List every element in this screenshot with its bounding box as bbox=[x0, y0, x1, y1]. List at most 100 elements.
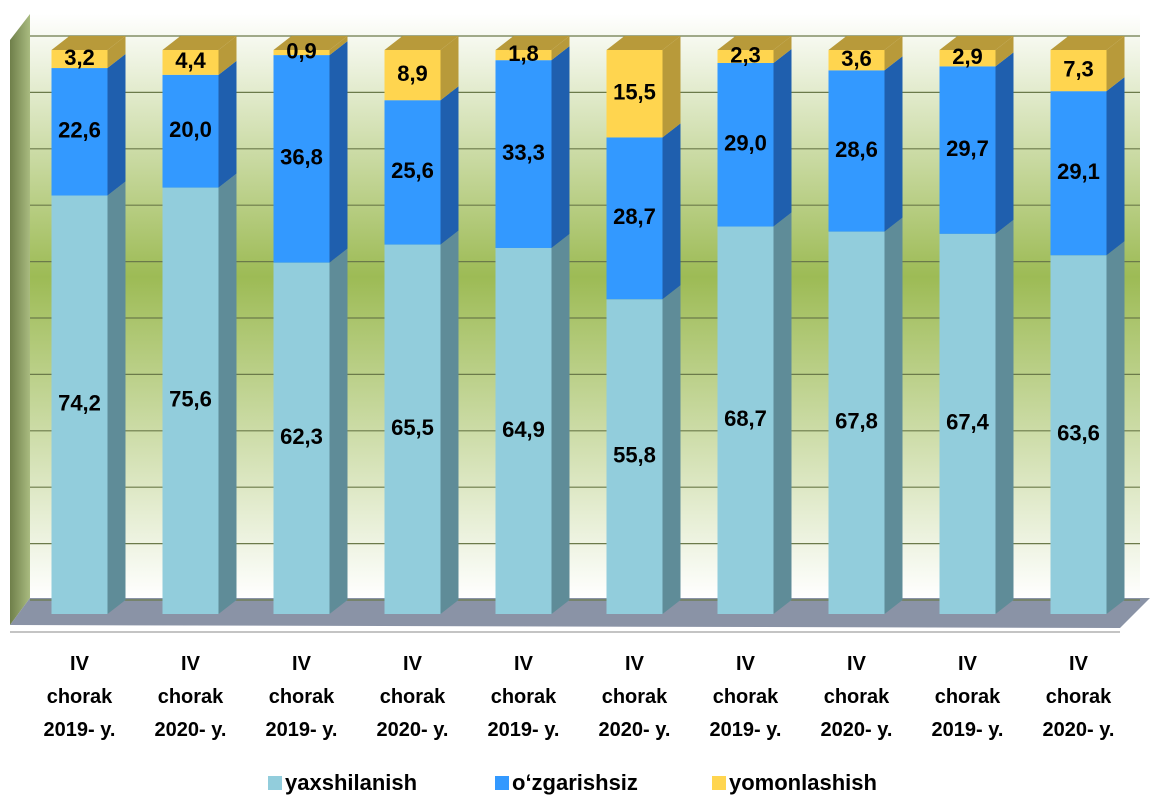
bar-side bbox=[440, 86, 459, 245]
bar-segment bbox=[717, 50, 774, 63]
bar-segment bbox=[273, 55, 330, 263]
bar-top bbox=[51, 36, 126, 50]
data-label: 64,9 bbox=[502, 417, 545, 442]
data-label: 8,9 bbox=[397, 61, 428, 86]
bar-side bbox=[662, 285, 681, 614]
bar-side bbox=[551, 46, 570, 248]
data-label: 62,3 bbox=[280, 424, 323, 449]
data-label: 2,3 bbox=[730, 42, 761, 67]
bar-side bbox=[773, 36, 792, 63]
bar-side bbox=[440, 230, 459, 614]
bar-side bbox=[773, 48, 792, 227]
bar-side bbox=[662, 123, 681, 300]
x-tick-label: IV chorak 2019- y. bbox=[709, 653, 782, 741]
x-tick-label: IV chorak 2019- y. bbox=[487, 653, 560, 741]
bar-top bbox=[939, 36, 1014, 50]
bar-side bbox=[662, 36, 681, 138]
data-label: 55,8 bbox=[613, 442, 656, 467]
data-label: 28,7 bbox=[613, 204, 656, 229]
bar-segment bbox=[606, 137, 663, 300]
legend-label: yomonlashish bbox=[729, 770, 877, 795]
bar-side bbox=[995, 36, 1014, 67]
bar-segment bbox=[717, 226, 774, 615]
bar-side bbox=[329, 36, 348, 56]
bar-top bbox=[717, 36, 792, 50]
legend-swatch bbox=[712, 776, 726, 790]
data-label: 4,4 bbox=[175, 48, 206, 73]
bar-segment bbox=[606, 299, 663, 614]
bar-segment bbox=[51, 68, 108, 196]
bar-segment bbox=[495, 50, 552, 61]
data-label: 3,6 bbox=[841, 46, 872, 71]
bar-segment bbox=[51, 195, 108, 614]
x-tick-label: IV chorak 2020- y. bbox=[376, 653, 449, 741]
data-label: 75,6 bbox=[169, 387, 212, 412]
bar-segment bbox=[828, 70, 885, 232]
data-label: 0,9 bbox=[286, 38, 317, 63]
data-label: 67,8 bbox=[835, 409, 878, 434]
bar-top bbox=[1050, 36, 1125, 50]
bar-side bbox=[551, 36, 570, 61]
bar-side bbox=[440, 36, 459, 101]
bar-top bbox=[828, 36, 903, 50]
bar-top bbox=[273, 36, 348, 50]
bar-segment bbox=[1050, 91, 1107, 256]
bar-top bbox=[162, 36, 237, 50]
bar-segment bbox=[1050, 50, 1107, 92]
bar-side bbox=[107, 54, 126, 196]
legend-label: o‘zgarishsiz bbox=[512, 770, 638, 795]
bar-segment bbox=[495, 60, 552, 248]
bar-segment bbox=[273, 262, 330, 614]
bar-segment bbox=[939, 66, 996, 234]
bar-side bbox=[1106, 77, 1125, 256]
bar-segment bbox=[162, 74, 219, 188]
bar-segment bbox=[384, 100, 441, 245]
x-tick-label: IV chorak 2020- y. bbox=[154, 653, 227, 741]
x-tick-label: IV chorak 2020- y. bbox=[598, 653, 671, 741]
bar-segment bbox=[51, 50, 108, 69]
legend-label: yaxshilanish bbox=[285, 770, 417, 795]
bar-side bbox=[995, 52, 1014, 234]
data-label: 68,7 bbox=[724, 406, 767, 431]
data-label: 36,8 bbox=[280, 145, 323, 170]
data-label: 1,8 bbox=[508, 41, 539, 66]
bar-segment bbox=[384, 244, 441, 614]
bar-side bbox=[551, 233, 570, 615]
bar-segment bbox=[162, 50, 219, 75]
legend-swatch bbox=[268, 776, 282, 790]
bar-segment bbox=[828, 231, 885, 614]
x-tick-label: IV chorak 2019- y. bbox=[931, 653, 1004, 741]
bar-segment bbox=[495, 247, 552, 615]
data-label: 67,4 bbox=[946, 410, 990, 435]
bar-side bbox=[218, 60, 237, 188]
x-tick-label: IV chorak 2020- y. bbox=[820, 653, 893, 741]
data-label: 28,6 bbox=[835, 137, 878, 162]
data-label: 63,6 bbox=[1057, 420, 1100, 445]
side-wall bbox=[10, 14, 30, 625]
bar-side bbox=[1106, 241, 1125, 614]
bar-side bbox=[995, 219, 1014, 614]
bar-side bbox=[329, 248, 348, 615]
data-label: 74,2 bbox=[58, 391, 101, 416]
data-label: 22,6 bbox=[58, 118, 101, 143]
bar-segment bbox=[939, 233, 996, 614]
data-label: 65,5 bbox=[391, 415, 434, 440]
bar-segment bbox=[162, 187, 219, 614]
bar-top bbox=[495, 36, 570, 50]
data-label: 29,7 bbox=[946, 136, 989, 161]
bar-side bbox=[107, 36, 126, 69]
bar-side bbox=[329, 41, 348, 263]
data-label: 25,6 bbox=[391, 158, 434, 183]
bar-side bbox=[1106, 36, 1125, 92]
bar-segment bbox=[939, 50, 996, 67]
data-label: 7,3 bbox=[1063, 56, 1094, 81]
data-label: 3,2 bbox=[64, 45, 95, 70]
bar-side bbox=[884, 217, 903, 614]
bar-segment bbox=[717, 62, 774, 227]
bar-segment bbox=[1050, 255, 1107, 614]
legend-swatch bbox=[495, 776, 509, 790]
bar-side bbox=[218, 173, 237, 614]
bar-side bbox=[773, 212, 792, 615]
